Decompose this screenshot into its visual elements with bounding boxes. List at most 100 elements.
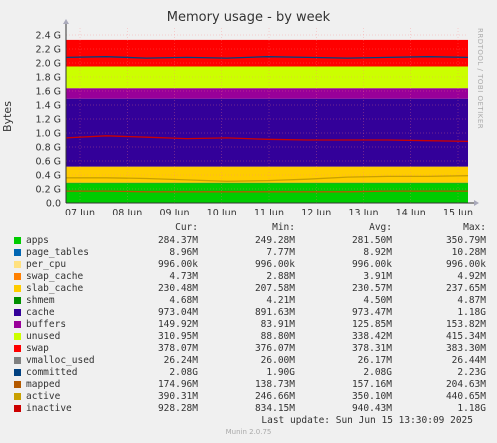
legend-max-value: 440.65M (445, 391, 486, 402)
legend-swatch (14, 393, 21, 400)
legend-avg-value: 125.85M (351, 319, 392, 330)
legend-label: vmalloc_used (26, 355, 95, 366)
legend-swatch (14, 237, 21, 244)
x-tick-label: 13 Jun (349, 208, 379, 215)
legend-swatch (14, 381, 21, 388)
munin-footer: Munin 2.0.75 (225, 428, 272, 436)
y-tick-label: 0.2 G (36, 185, 62, 196)
legend-cur-value: 284.37M (157, 235, 198, 246)
legend-max-value: 204.63M (445, 379, 486, 390)
x-tick-label: 15 Jun (443, 208, 473, 215)
line-inactive (65, 135, 469, 143)
x-tick-label: 14 Jun (396, 208, 426, 215)
legend-swatch (14, 249, 21, 256)
band-buffers (66, 88, 468, 99)
legend-label: swap_cache (26, 271, 84, 282)
legend-cur-value: 4.73M (169, 271, 198, 282)
legend-min-value: 246.66M (254, 391, 295, 402)
band-swap (66, 39, 468, 67)
legend-cur-value: 310.95M (157, 331, 198, 342)
x-axis-arrow (474, 200, 479, 206)
legend-cur-value: 26.24M (163, 355, 198, 366)
legend-cur-value: 390.31M (157, 391, 198, 402)
legend-cur-value: 8.96M (169, 247, 198, 258)
legend-min-value: 88.80M (260, 331, 295, 342)
y-tick-label: 2.4 G (36, 31, 62, 42)
legend-label: inactive (26, 403, 72, 414)
legend-row-apps: apps 284.37M 249.28M 281.50M 350.79M (0, 235, 497, 247)
y-tick-labels: 0.0 0.2 G 0.4 G 0.6 G 0.8 G 1.0 G 1.2 G 1.4 G 1.… (36, 31, 62, 210)
line-active (66, 175, 469, 182)
legend-min-value: 83.91M (260, 319, 295, 330)
legend-max-value: 10.28M (451, 247, 486, 258)
last-update: Last update: Sun Jun 15 13:30:09 2025 (261, 415, 473, 426)
legend-max-value: 4.87M (457, 295, 486, 306)
legend-min-value: 207.58M (254, 283, 295, 294)
legend-avg-value: 350.10M (351, 391, 392, 402)
rrdtool-credit: RRDTOOL / TOBI OETIKER (476, 28, 484, 130)
legend-swatch (14, 273, 21, 280)
legend-row-mapped: mapped 174.96M 138.73M 157.16M 204.63M (0, 379, 497, 391)
band-cache (66, 98, 468, 167)
legend-row-active: active 390.31M 246.66M 350.10M 440.65M (0, 391, 497, 403)
legend-max-value: 1.18G (457, 307, 486, 318)
line-committed (65, 56, 469, 59)
legend-row-swap: swap 378.07M 376.07M 378.31M 383.30M (0, 343, 497, 355)
x-tick-label: 09 Jun (160, 208, 190, 215)
legend-row-inactive: inactive 928.28M 834.15M 940.43M 1.18G (0, 403, 497, 415)
legend-row-page_tables: page_tables 8.96M 7.77M 8.92M 10.28M (0, 247, 497, 259)
legend-min-value: 4.21M (266, 295, 295, 306)
legend-max-value: 350.79M (445, 235, 486, 246)
legend-swatch (14, 297, 21, 304)
legend-min-value: 26.00M (260, 355, 295, 366)
legend-max-value: 4.92M (457, 271, 486, 282)
legend-avg-value: 2.08G (363, 367, 392, 378)
legend-avg-value: 973.47M (351, 307, 392, 318)
y-axis-arrow (63, 19, 69, 24)
y-tick-label: 1.8 G (36, 73, 62, 84)
legend-min-value: 996.00k (254, 259, 295, 270)
legend-row-vmalloc_used: vmalloc_used 26.24M 26.00M 26.17M 26.44M (0, 355, 497, 367)
col-header-min: Min: (272, 222, 295, 233)
legend-avg-value: 230.57M (351, 283, 392, 294)
legend-cur-value: 4.68M (169, 295, 198, 306)
y-tick-label: 2.2 G (36, 45, 62, 56)
legend-min-value: 1.90G (266, 367, 295, 378)
legend-swatch (14, 285, 21, 292)
legend-min-value: 2.88M (266, 271, 295, 282)
legend-row-unused: unused 310.95M 88.80M 338.42M 415.34M (0, 331, 497, 343)
legend-avg-value: 4.50M (363, 295, 392, 306)
col-header-avg: Avg: (369, 222, 392, 233)
y-tick-label: 1.6 G (36, 87, 62, 98)
legend-max-value: 383.30M (445, 343, 486, 354)
legend-row-per_cpu: per_cpu 996.00k 996.00k 996.00k 996.00k (0, 259, 497, 271)
legend-avg-value: 157.16M (351, 379, 392, 390)
legend-max-value: 2.23G (457, 367, 486, 378)
legend-avg-value: 26.17M (357, 355, 392, 366)
legend-min-value: 376.07M (254, 343, 295, 354)
legend-cur-value: 996.00k (157, 259, 198, 270)
legend-swatch (14, 321, 21, 328)
legend-cur-value: 174.96M (157, 379, 198, 390)
legend-max-value: 237.65M (445, 283, 486, 294)
legend-max-value: 26.44M (451, 355, 486, 366)
legend-swatch (14, 405, 21, 412)
legend-avg-value: 3.91M (363, 271, 392, 282)
col-header-max: Max: (463, 222, 486, 233)
band-shmem+cache (66, 182, 468, 184)
y-tick-label: 0.6 G (36, 157, 62, 168)
series-lines (65, 56, 469, 193)
y-tick-label: 0.0 (46, 199, 61, 210)
legend-label: buffers (26, 319, 67, 330)
grid-lines (66, 28, 468, 203)
legend-cur-value: 149.92M (157, 319, 198, 330)
legend-label: swap (26, 343, 49, 354)
legend-avg-value: 940.43M (351, 403, 392, 414)
y-tick-label: 0.8 G (36, 143, 62, 154)
legend-cur-value: 973.04M (157, 307, 198, 318)
x-tick-label: 11 Jun (254, 208, 284, 215)
legend-max-value: 1.18G (457, 403, 486, 414)
x-tick-label: 10 Jun (207, 208, 237, 215)
legend-avg-value: 281.50M (351, 235, 392, 246)
legend-label: committed (26, 367, 78, 378)
